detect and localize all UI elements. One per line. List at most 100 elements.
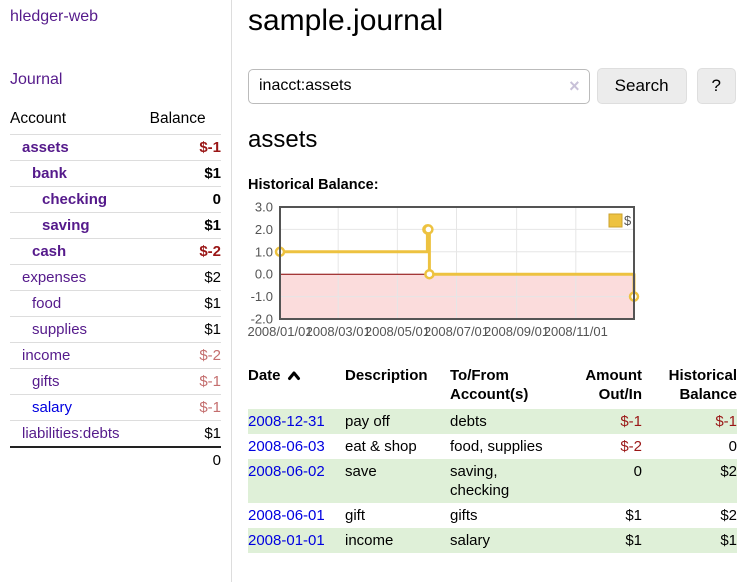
account-link[interactable]: saving	[10, 217, 150, 234]
brand-link[interactable]: hledger-web	[10, 8, 221, 26]
account-link[interactable]: food	[10, 295, 150, 312]
account-link[interactable]: income	[10, 347, 150, 364]
sidebar-item-journal[interactable]: Journal	[10, 71, 221, 89]
transaction-accounts: saving, checking	[450, 459, 574, 503]
account-link[interactable]: bank	[10, 165, 150, 182]
transaction-historical-balance: $1	[642, 528, 737, 553]
y-tick-label: -1.0	[251, 289, 273, 304]
transaction-accounts: salary	[450, 528, 574, 553]
account-link[interactable]: supplies	[10, 321, 150, 338]
account-link[interactable]: liabilities:debts	[10, 425, 150, 442]
sidebar: hledger-web Journal Account Balance asse…	[0, 0, 232, 582]
account-link[interactable]: assets	[10, 139, 150, 156]
page-title: sample.journal	[248, 4, 736, 38]
y-tick-label: 3.0	[255, 200, 273, 215]
accounts-total-row: 0	[10, 447, 221, 473]
transaction-description: gift	[345, 503, 450, 528]
x-tick-label: 2008/11/01	[544, 324, 608, 339]
transaction-amount-out-in: $-1	[574, 409, 642, 434]
transaction-historical-balance: $2	[642, 503, 737, 528]
account-row: assets $-1	[10, 135, 221, 161]
account-balance: $-2	[150, 239, 221, 265]
register-row: 2008-06-01 gift gifts $1 $2	[248, 503, 737, 528]
register-header-balance: Historical Balance	[642, 364, 737, 409]
account-row: cash $-2	[10, 239, 221, 265]
account-row: salary $-1	[10, 395, 221, 421]
register-header-date[interactable]: Date	[248, 364, 345, 409]
account-link[interactable]: cash	[10, 243, 150, 260]
account-balance: $-1	[150, 395, 221, 421]
register-row: 2008-01-01 income salary $1 $1	[248, 528, 737, 553]
transaction-accounts: food, supplies	[450, 434, 574, 459]
account-balance: $1	[150, 161, 221, 187]
account-row: saving $1	[10, 213, 221, 239]
account-balance: 0	[150, 187, 221, 213]
legend-label: $	[624, 213, 632, 228]
accounts-header-balance: Balance	[150, 106, 221, 135]
x-tick-label: 2008/07/01	[424, 324, 489, 339]
account-balance: $-1	[150, 135, 221, 161]
account-link[interactable]: gifts	[10, 373, 150, 390]
register-header-row: Date Description To/From Account(s) Amou…	[248, 364, 737, 409]
transaction-amount-out-in: $-2	[574, 434, 642, 459]
transaction-description: eat & shop	[345, 434, 450, 459]
account-row: bank $1	[10, 161, 221, 187]
y-tick-label: 0.0	[255, 267, 273, 282]
transaction-date-link[interactable]: 2008-01-01	[248, 532, 325, 549]
account-link[interactable]: expenses	[10, 269, 150, 286]
main-content: sample.journal × Search ? assets Histori…	[233, 0, 742, 582]
account-row: food $1	[10, 291, 221, 317]
y-tick-label: 1.0	[255, 244, 273, 259]
account-balance: $1	[150, 213, 221, 239]
account-row: checking 0	[10, 187, 221, 213]
sort-ascending-icon	[287, 370, 301, 381]
x-tick-label: 2008/01/01	[247, 324, 312, 339]
transaction-description: save	[345, 459, 450, 503]
transaction-historical-balance: 0	[642, 434, 737, 459]
chart-heading: Historical Balance:	[248, 177, 736, 193]
account-heading: assets	[248, 126, 736, 154]
search-form: × Search ?	[248, 68, 736, 104]
account-row: liabilities:debts $1	[10, 421, 221, 448]
account-link[interactable]: salary	[10, 399, 150, 416]
register-table: Date Description To/From Account(s) Amou…	[248, 364, 737, 553]
legend-swatch	[609, 214, 622, 227]
transaction-date-link[interactable]: 2008-06-02	[248, 463, 325, 480]
account-balance: $2	[150, 265, 221, 291]
transaction-amount-out-in: 0	[574, 459, 642, 503]
register-row: 2008-06-03 eat & shop food, supplies $-2…	[248, 434, 737, 459]
account-balance: $1	[150, 317, 221, 343]
y-tick-label: 2.0	[255, 222, 273, 237]
account-row: income $-2	[10, 343, 221, 369]
clear-search-icon[interactable]: ×	[569, 75, 580, 97]
transaction-date-link[interactable]: 2008-06-01	[248, 507, 325, 524]
x-tick-label: 2008/05/01	[365, 324, 430, 339]
account-row: expenses $2	[10, 265, 221, 291]
transaction-accounts: debts	[450, 409, 574, 434]
account-link[interactable]: checking	[10, 191, 150, 208]
search-button[interactable]: Search	[597, 68, 687, 104]
transaction-accounts: gifts	[450, 503, 574, 528]
register-row: 2008-12-31 pay off debts $-1 $-1	[248, 409, 737, 434]
register-header-accounts: To/From Account(s)	[450, 364, 574, 409]
search-help-button[interactable]: ?	[697, 68, 736, 104]
account-row: gifts $-1	[10, 369, 221, 395]
transaction-description: income	[345, 528, 450, 553]
accounts-header-account: Account	[10, 106, 150, 135]
search-input-wrap: ×	[248, 69, 590, 104]
register-header-amount: Amount Out/In	[574, 364, 642, 409]
x-tick-label: 2008/09/01	[484, 324, 549, 339]
account-balance: $1	[150, 421, 221, 448]
historical-balance-chart: $3.02.01.00.0-1.0-2.02008/01/012008/03/0…	[248, 204, 644, 344]
accounts-header-row: Account Balance	[10, 106, 221, 135]
search-input[interactable]	[248, 69, 590, 104]
transaction-date-link[interactable]: 2008-06-03	[248, 438, 325, 455]
transaction-date-link[interactable]: 2008-12-31	[248, 413, 325, 430]
account-balance: $-1	[150, 369, 221, 395]
account-row: supplies $1	[10, 317, 221, 343]
register-row: 2008-06-02 save saving, checking 0 $2	[248, 459, 737, 503]
accounts-total-balance: 0	[150, 447, 221, 473]
accounts-table: Account Balance assets $-1 bank $1 check…	[10, 106, 221, 473]
x-tick-label: 2008/03/01	[306, 324, 371, 339]
register-header-description: Description	[345, 364, 450, 409]
